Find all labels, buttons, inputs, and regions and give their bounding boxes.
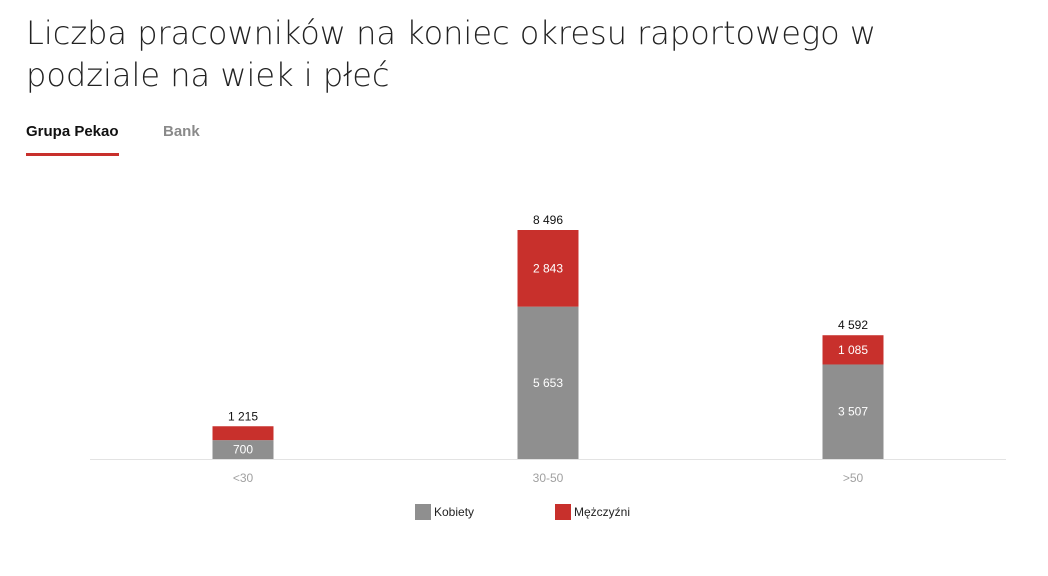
bar-segment [212,440,274,459]
bar-value-label: 1 085 [838,343,868,357]
bar-segment [822,335,884,365]
bar-segment [822,364,884,459]
bar-segment [517,306,579,459]
bar-total-label: 4 592 [838,318,868,332]
legend-item-mezczyzni[interactable]: Mężczyźni [555,504,630,520]
kobiety-swatch-icon [415,504,431,520]
x-tick-label: <30 [233,471,254,485]
bar-value-label: 2 843 [533,261,563,275]
bar-value-label: 5 653 [533,376,563,390]
tab-bank[interactable]: Bank [163,123,200,140]
page-title: Liczba pracowników na koniec okresu rapo… [26,14,877,94]
tab-grupa-pekao[interactable]: Grupa Pekao [26,120,119,156]
bar-value-label: 700 [233,443,253,457]
bar-total-label: 8 496 [533,213,563,227]
legend-item-kobiety[interactable]: Kobiety [415,504,474,520]
legend-label-mezczyzni: Mężczyźni [574,505,631,519]
chart-legend: Kobiety Mężczyźni [0,504,1048,524]
bar-value-label: 3 507 [838,405,868,419]
x-tick-label: >50 [843,471,864,485]
legend-label-kobiety: Kobiety [434,505,475,519]
x-tick-label: 30-50 [533,471,564,485]
mezczyzni-swatch-icon [555,504,571,520]
bar-segment [517,230,579,307]
bar-segment [212,426,274,441]
bar-total-label: 1 215 [228,409,258,423]
